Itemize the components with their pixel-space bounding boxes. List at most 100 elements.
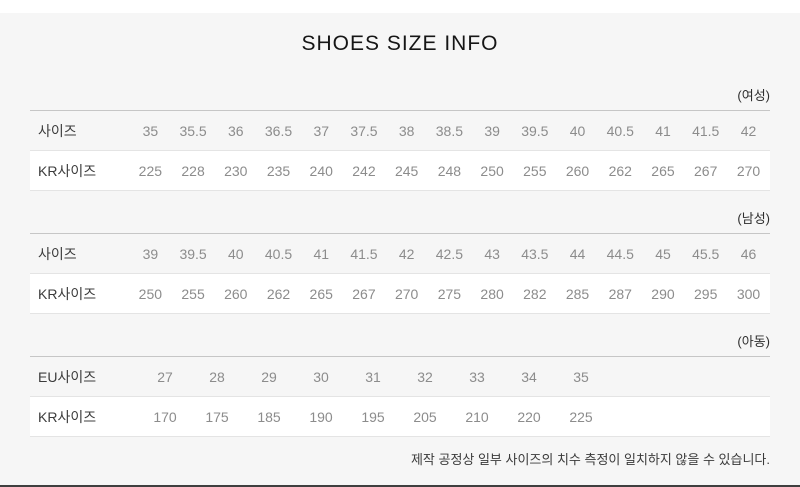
filler-cell xyxy=(607,357,770,397)
size-row: KR사이즈 225 228 230 235 240 242 245 248 250 255 260 26… xyxy=(30,150,770,191)
size-value: 287 xyxy=(608,285,632,302)
size-value: 36.5 xyxy=(264,122,293,139)
size-value: 40.5 xyxy=(264,245,293,262)
size-value: 28 xyxy=(209,368,225,385)
row-label: KR사이즈 xyxy=(38,162,97,179)
size-value: 33 xyxy=(469,368,485,385)
size-value: 262 xyxy=(608,162,632,179)
size-value: 275 xyxy=(437,285,462,302)
size-value: 34 xyxy=(521,368,537,385)
row-label: EU사이즈 xyxy=(38,368,97,385)
row-label: 사이즈 xyxy=(38,245,77,262)
row-label: KR사이즈 xyxy=(38,285,97,302)
size-value: 37 xyxy=(313,122,330,139)
size-value: 280 xyxy=(480,285,504,302)
size-value: 260 xyxy=(224,285,248,302)
size-value: 235 xyxy=(266,162,291,179)
size-value: 190 xyxy=(309,408,333,425)
size-value: 228 xyxy=(181,162,205,179)
group-label: (여성) xyxy=(737,88,770,103)
size-row: KR사이즈 250 255 260 262 265 267 270 275 280 282 285 28… xyxy=(30,273,770,314)
size-value: 225 xyxy=(569,408,593,425)
size-value: 40 xyxy=(228,245,244,262)
size-value: 270 xyxy=(736,162,761,179)
size-value: 45.5 xyxy=(692,245,720,262)
size-value: 205 xyxy=(413,408,437,425)
size-value: 40 xyxy=(569,122,586,139)
size-value: 39 xyxy=(484,122,500,139)
size-value: 45 xyxy=(655,245,671,262)
size-value: 41 xyxy=(313,245,330,262)
size-value: 37.5 xyxy=(350,122,378,139)
size-value: 31 xyxy=(365,368,381,385)
size-value: 43.5 xyxy=(521,245,549,262)
size-value: 27 xyxy=(157,368,173,385)
size-value: 230 xyxy=(224,162,248,179)
size-value: 42.5 xyxy=(435,245,464,262)
page-title: SHOES SIZE INFO xyxy=(301,32,499,55)
size-value: 175 xyxy=(205,408,229,425)
size-row: 사이즈 39 39.5 40 40.5 41 41.5 42 42.5 43 43.5 44 44.5 4… xyxy=(30,234,770,274)
size-value: 195 xyxy=(361,408,385,425)
size-value: 242 xyxy=(352,162,376,179)
size-value: 300 xyxy=(736,285,761,302)
size-value: 265 xyxy=(309,285,333,302)
size-value: 270 xyxy=(394,285,419,302)
size-value: 250 xyxy=(138,285,163,302)
size-value: 32 xyxy=(417,368,433,385)
size-value: 35.5 xyxy=(179,122,207,139)
size-table: 사이즈 35 35.5 36 36.5 37 37.5 38 38.5 39 39.5 40 40.5 4… xyxy=(30,110,770,191)
size-value: 41.5 xyxy=(692,122,720,139)
size-table: EU사이즈 27 28 29 30 31 32 33 34 35 KR사이즈 170 175 185 190… xyxy=(30,356,770,437)
size-value: 39 xyxy=(142,245,159,262)
size-value: 42 xyxy=(398,245,415,262)
size-value: 290 xyxy=(651,285,675,302)
size-value: 240 xyxy=(309,162,333,179)
production-note: 제작 공정상 일부 사이즈의 치수 측정이 일치하지 않을 수 있습니다. xyxy=(410,452,770,467)
size-value: 220 xyxy=(517,408,541,425)
size-value: 30 xyxy=(313,368,329,385)
size-value: 170 xyxy=(153,408,177,425)
size-value: 44 xyxy=(569,245,586,262)
size-value: 295 xyxy=(694,285,718,302)
size-value: 46 xyxy=(740,245,757,262)
size-value: 44.5 xyxy=(606,245,634,262)
size-value: 250 xyxy=(480,162,504,179)
size-value: 210 xyxy=(465,408,489,425)
filler-cell xyxy=(607,397,770,437)
top-strip xyxy=(0,0,800,13)
size-table: 사이즈 39 39.5 40 40.5 41 41.5 42 42.5 43 43.5 44 44.5 4… xyxy=(30,233,770,314)
size-value: 40.5 xyxy=(606,122,634,139)
size-value: 255 xyxy=(523,162,547,179)
size-row: EU사이즈 27 28 29 30 31 32 33 34 35 xyxy=(30,357,770,397)
size-value: 35 xyxy=(142,122,159,139)
size-value: 267 xyxy=(694,162,718,179)
size-value: 225 xyxy=(138,162,163,179)
size-value: 36 xyxy=(228,122,244,139)
size-value: 245 xyxy=(394,162,419,179)
size-value: 260 xyxy=(565,162,590,179)
group-label: (남성) xyxy=(737,211,770,226)
row-label: 사이즈 xyxy=(38,122,77,139)
size-value: 39.5 xyxy=(179,245,207,262)
size-value: 39.5 xyxy=(521,122,549,139)
size-value: 185 xyxy=(257,408,281,425)
size-section: (여성) 사이즈 35 35.5 36 36.5 37 37.5 38 38.5 39 39.5 40… xyxy=(30,88,770,191)
size-row: KR사이즈 170 175 185 190 195 205 210 220 225 xyxy=(30,396,770,437)
size-value: 41.5 xyxy=(350,245,378,262)
size-value: 43 xyxy=(484,245,500,262)
size-value: 29 xyxy=(261,368,277,385)
size-value: 265 xyxy=(651,162,675,179)
size-section: (남성) 사이즈 39 39.5 40 40.5 41 41.5 42 42.5 43 43.5 44… xyxy=(30,211,770,314)
size-row: 사이즈 35 35.5 36 36.5 37 37.5 38 38.5 39 39.5 40 40.5 4… xyxy=(30,111,770,151)
size-value: 248 xyxy=(437,162,462,179)
size-value: 285 xyxy=(565,285,590,302)
group-label: (아동) xyxy=(737,334,770,349)
size-value: 267 xyxy=(352,285,376,302)
size-value: 262 xyxy=(266,285,291,302)
row-label: KR사이즈 xyxy=(38,408,97,425)
size-value: 42 xyxy=(740,122,757,139)
size-value: 255 xyxy=(181,285,205,302)
size-value: 282 xyxy=(523,285,547,302)
